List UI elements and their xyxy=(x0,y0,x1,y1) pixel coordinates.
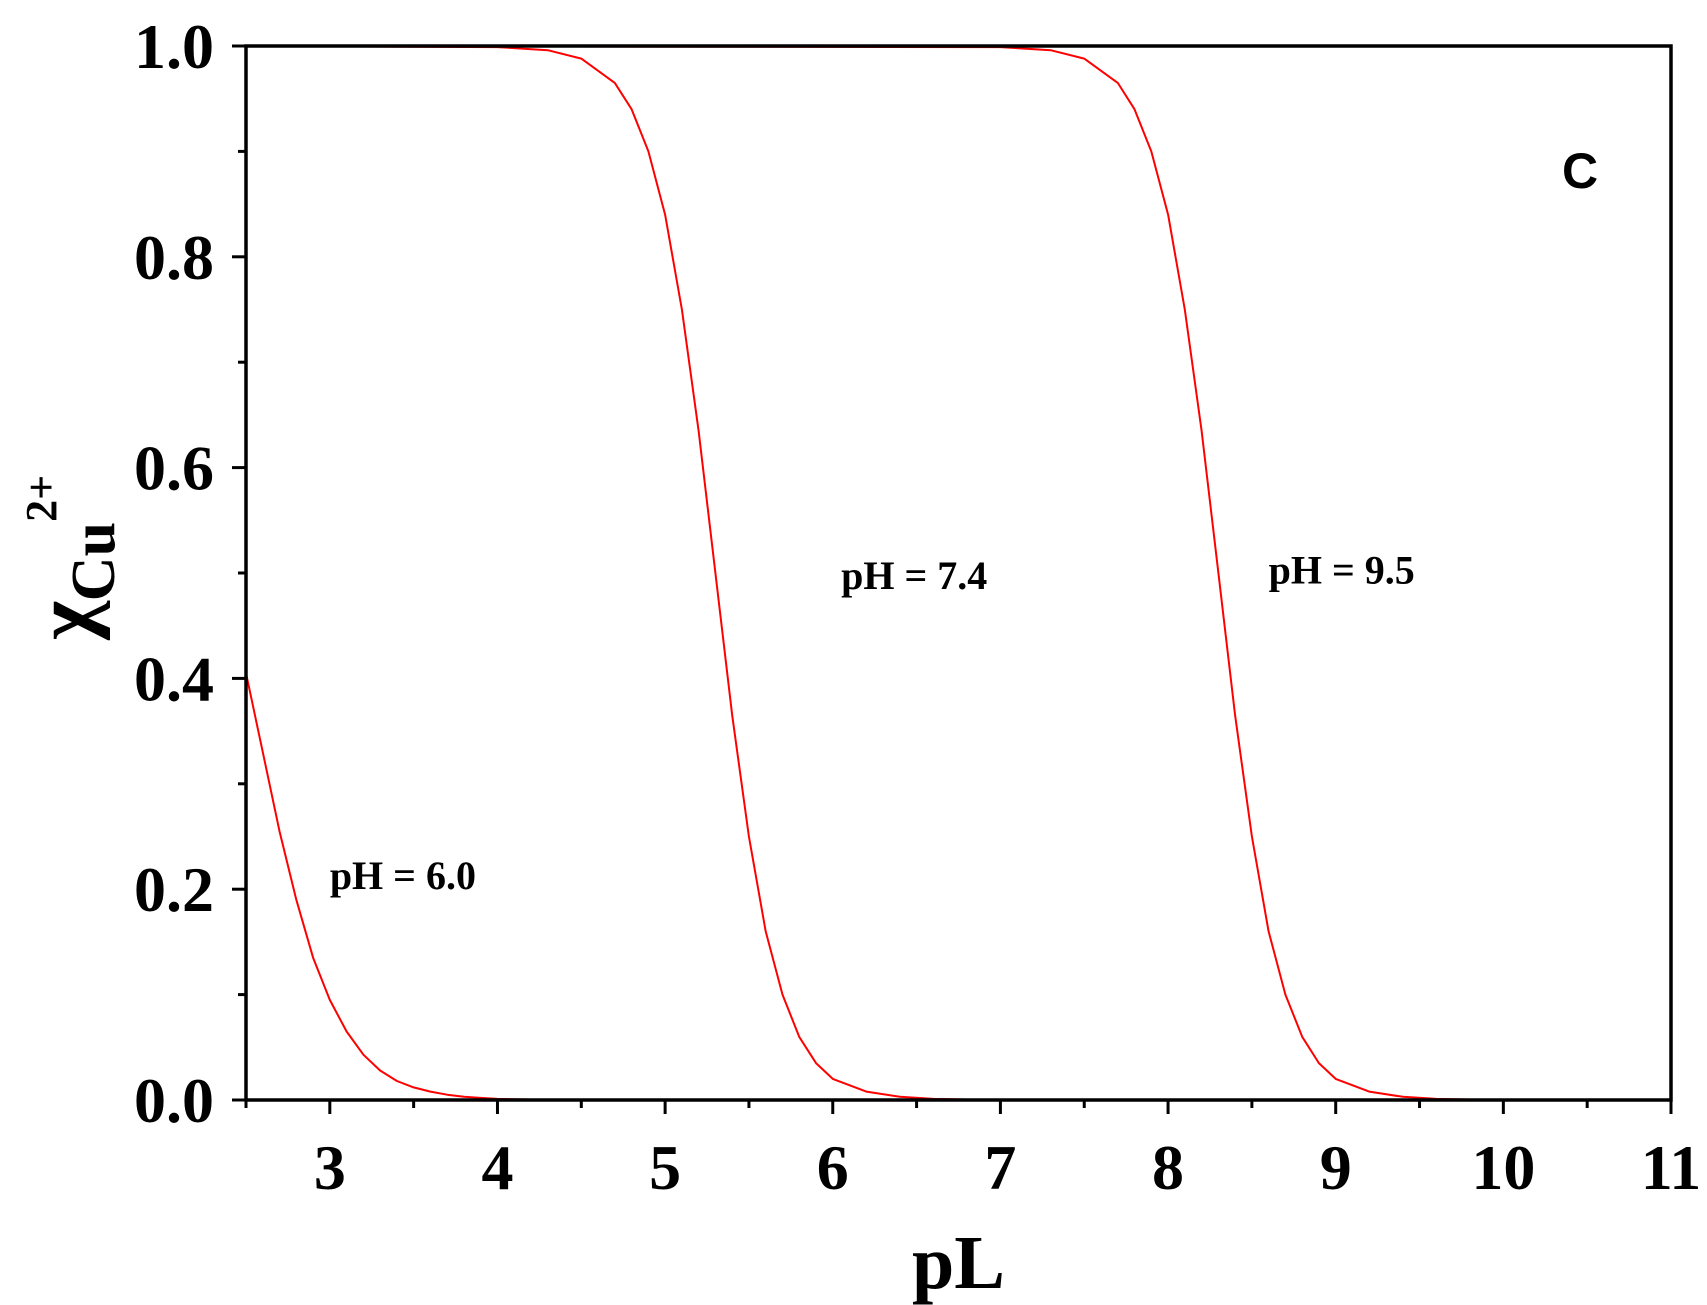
series-annotation: pH = 7.4 xyxy=(841,553,987,598)
y-tick-label: 0.2 xyxy=(134,854,214,925)
panel-label: C xyxy=(1562,143,1598,199)
y-axis-title-base: χ xyxy=(18,600,111,641)
series-line-2 xyxy=(245,45,1671,1101)
x-tick-label: 8 xyxy=(1152,1132,1184,1203)
y-tick-label: 0.4 xyxy=(134,643,214,714)
series-annotation: pH = 6.0 xyxy=(330,853,476,898)
x-tick-label: 6 xyxy=(817,1132,849,1203)
x-tick-label: 3 xyxy=(314,1132,346,1203)
y-axis-title-superscript: 2+ xyxy=(17,475,66,522)
x-tick-label: 7 xyxy=(984,1132,1016,1203)
x-tick-label: 10 xyxy=(1471,1132,1535,1203)
x-axis-title: pL xyxy=(912,1221,1005,1305)
x-tick-label: 5 xyxy=(649,1132,681,1203)
y-tick-label: 0.8 xyxy=(134,222,214,293)
x-tick-label: 9 xyxy=(1320,1132,1352,1203)
y-tick-label: 0.0 xyxy=(134,1065,214,1136)
y-tick-label: 1.0 xyxy=(134,11,214,82)
series-line-3 xyxy=(245,45,1671,1101)
x-tick-label: 11 xyxy=(1641,1132,1701,1203)
x-tick-label: 4 xyxy=(481,1132,513,1203)
tick-label-layer: 3 4 5 6 7 8 9 10 11 0.0 0.2 0.4 0.6 0.8 1.0 xyxy=(134,11,1701,1203)
series-annotation: pH = 9.5 xyxy=(1269,548,1415,593)
y-axis-title-subscript: Cu xyxy=(60,522,128,601)
y-axis-title: χCu2+ xyxy=(17,475,128,641)
y-tick-label: 0.6 xyxy=(134,433,214,504)
annotation-layer: pH = 6.0 pH = 7.4 pH = 9.5 xyxy=(330,548,1415,899)
ticks-layer xyxy=(232,44,1673,1114)
